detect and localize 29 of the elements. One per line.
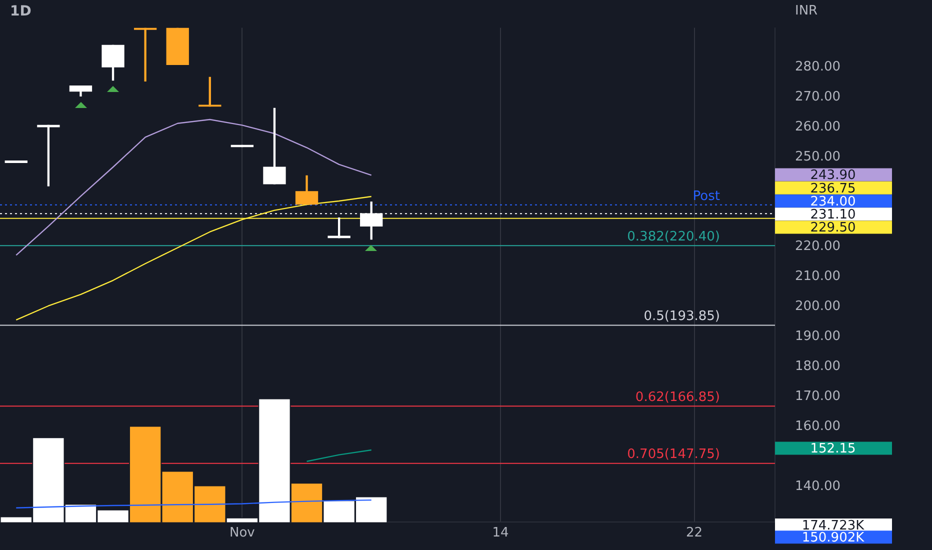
y-tick-label: 220.00 (795, 239, 840, 254)
y-tick-label: 190.00 (795, 329, 840, 344)
ref-line-label: 0.382(220.40) (627, 230, 720, 245)
y-tick-label: 210.00 (795, 269, 840, 284)
y-tick-label: 250.00 (795, 149, 840, 164)
x-tick-label: Nov (230, 525, 256, 540)
y-tick-label: 140.00 (795, 478, 840, 494)
text: 231.10 (810, 208, 856, 223)
chart-title: 1D (10, 4, 32, 20)
text: 229.50 (810, 220, 856, 236)
y-tick-label: 180.00 (795, 359, 840, 374)
text: 243.90 (810, 168, 856, 184)
y-tick-label: 270.00 (795, 89, 840, 104)
y-tick-label: 170.00 (795, 389, 840, 404)
x-tick-label: 22 (686, 525, 703, 540)
y-tick-label: 160.00 (795, 418, 840, 434)
x-tick-label: 14 (492, 525, 509, 540)
y-axis-title: INR (795, 3, 818, 18)
y-tick-label: 260.00 (795, 119, 840, 134)
ref-line-label: 0.62(166.85) (635, 390, 720, 405)
ref-line-label: 0.5(193.85) (644, 309, 720, 324)
text: 150.902K (802, 530, 865, 546)
ref-line-label: 0.705(147.75) (627, 447, 720, 462)
y-tick-label: 200.00 (795, 299, 840, 314)
text: 152.15 (810, 442, 856, 457)
y-tick-label: 280.00 (795, 59, 840, 74)
text: 236.75 (810, 181, 856, 196)
ref-line-label: Post (692, 188, 720, 204)
text: 234.00 (810, 194, 856, 210)
